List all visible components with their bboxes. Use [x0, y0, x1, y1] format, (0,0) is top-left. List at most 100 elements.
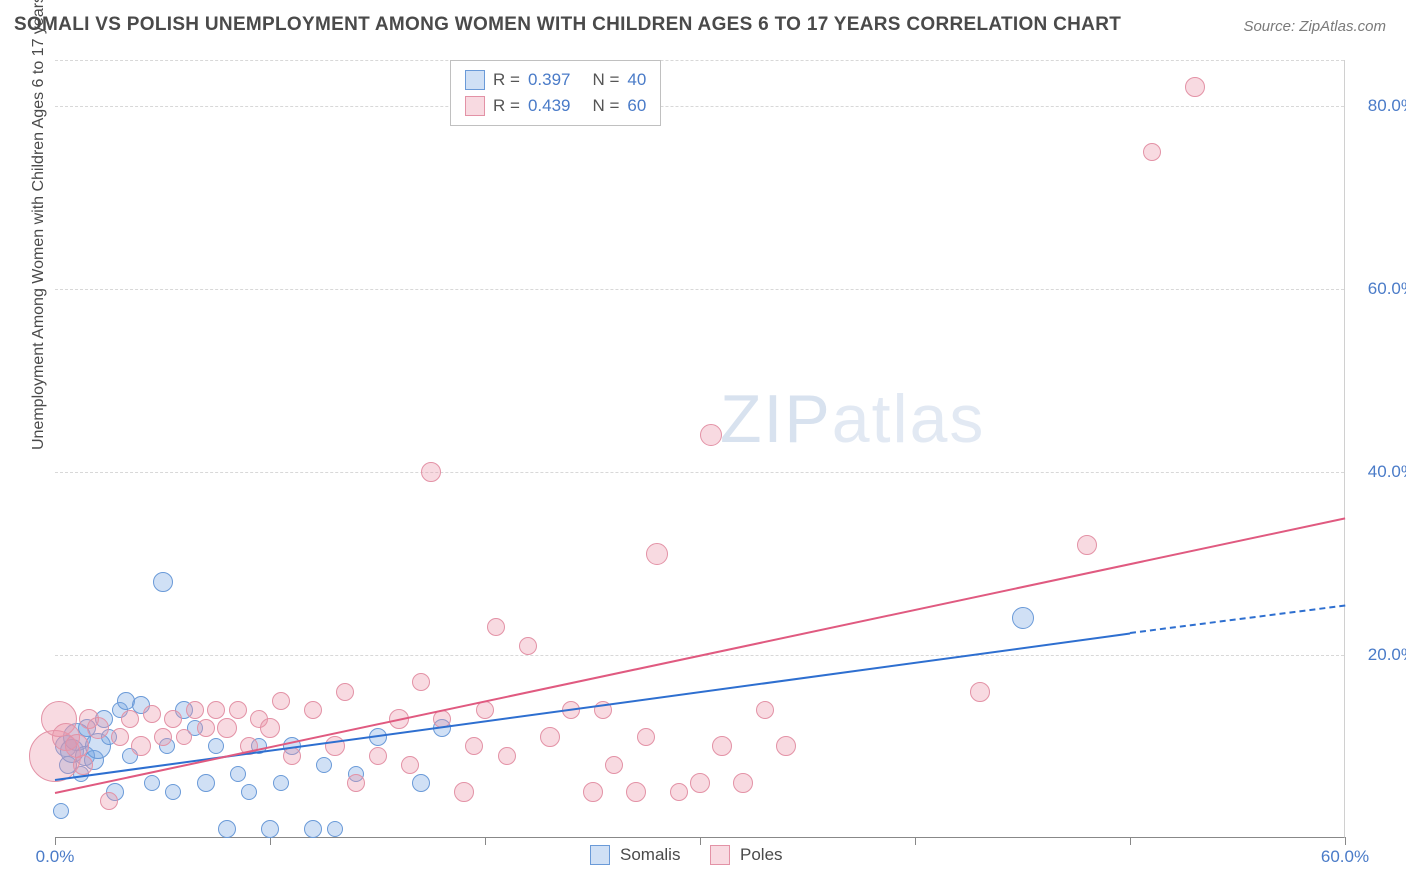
legend-series: Poles: [710, 845, 783, 865]
watermark-light: atlas: [832, 381, 986, 457]
legend-r-value: 0.397: [528, 70, 571, 90]
watermark: ZIPatlas: [720, 380, 985, 458]
data-point: [217, 718, 237, 738]
data-point: [218, 820, 236, 838]
legend-r-label: R =: [493, 96, 520, 116]
legend-n-value: 60: [627, 96, 646, 116]
xtick-label: 0.0%: [36, 847, 75, 867]
data-point: [121, 710, 139, 728]
source-label: Source: ZipAtlas.com: [1243, 18, 1386, 35]
xtick: [700, 837, 701, 845]
ytick-label: 20.0%: [1368, 645, 1406, 665]
data-point: [327, 821, 343, 837]
data-point: [304, 820, 322, 838]
data-point: [626, 782, 646, 802]
legend-swatch: [710, 845, 730, 865]
data-point: [272, 692, 290, 710]
data-point: [1185, 77, 1205, 97]
legend-swatch: [465, 96, 485, 116]
data-point: [260, 718, 280, 738]
data-point: [207, 701, 225, 719]
legend-series-label: Poles: [740, 845, 783, 865]
xtick: [1130, 837, 1131, 845]
legend-r-label: R =: [493, 70, 520, 90]
data-point: [229, 701, 247, 719]
data-point: [1143, 143, 1161, 161]
legend-row: R = 0.397 N = 40: [465, 67, 646, 93]
data-point: [369, 747, 387, 765]
data-point: [670, 783, 688, 801]
trend-line: [55, 518, 1345, 795]
chart-container: SOMALI VS POLISH UNEMPLOYMENT AMONG WOME…: [0, 0, 1406, 892]
data-point: [498, 747, 516, 765]
data-point: [261, 820, 279, 838]
data-point: [412, 673, 430, 691]
data-point: [646, 543, 668, 565]
xtick: [1345, 837, 1346, 845]
ytick-label: 60.0%: [1368, 279, 1406, 299]
legend-correlation-box: R = 0.397 N = 40 R = 0.439 N = 60: [450, 60, 661, 126]
legend-series: Somalis: [590, 845, 680, 865]
data-point: [73, 755, 93, 775]
xtick: [55, 837, 56, 845]
watermark-bold: ZIP: [720, 381, 832, 457]
data-point: [164, 710, 182, 728]
xtick: [915, 837, 916, 845]
data-point: [605, 756, 623, 774]
data-point: [412, 774, 430, 792]
data-point: [153, 572, 173, 592]
data-point: [100, 792, 118, 810]
data-point: [143, 705, 161, 723]
data-point: [347, 774, 365, 792]
gridline-h: [55, 472, 1344, 473]
y-axis-label: Unemployment Among Women with Children A…: [30, 0, 48, 450]
data-point: [336, 683, 354, 701]
legend-row: R = 0.439 N = 60: [465, 93, 646, 119]
gridline-h: [55, 106, 1344, 107]
data-point: [465, 737, 483, 755]
data-point: [401, 756, 419, 774]
data-point: [304, 701, 322, 719]
data-point: [186, 701, 204, 719]
data-point: [154, 728, 172, 746]
data-point: [241, 784, 257, 800]
data-point: [1012, 607, 1034, 629]
data-point: [197, 774, 215, 792]
chart-title: SOMALI VS POLISH UNEMPLOYMENT AMONG WOME…: [14, 14, 1121, 36]
data-point: [87, 717, 109, 739]
data-point: [273, 775, 289, 791]
ytick-label: 80.0%: [1368, 96, 1406, 116]
gridline-h: [55, 60, 1344, 61]
data-point: [421, 462, 441, 482]
ytick-label: 40.0%: [1368, 462, 1406, 482]
data-point: [776, 736, 796, 756]
data-point: [230, 766, 246, 782]
xtick: [270, 837, 271, 845]
data-point: [208, 738, 224, 754]
data-point: [970, 682, 990, 702]
legend-n-label: N =: [592, 70, 619, 90]
data-point: [111, 728, 129, 746]
data-point: [197, 719, 215, 737]
data-point: [690, 773, 710, 793]
data-point: [733, 773, 753, 793]
data-point: [165, 784, 181, 800]
data-point: [144, 775, 160, 791]
trend-line: [1130, 605, 1345, 634]
legend-n-value: 40: [627, 70, 646, 90]
data-point: [756, 701, 774, 719]
data-point: [487, 618, 505, 636]
data-point: [637, 728, 655, 746]
plot-area: ZIPatlas 20.0%40.0%60.0%80.0%0.0%60.0%: [55, 60, 1345, 838]
data-point: [1077, 535, 1097, 555]
data-point: [712, 736, 732, 756]
legend-n-label: N =: [592, 96, 619, 116]
data-point: [176, 729, 192, 745]
data-point: [700, 424, 722, 446]
legend-r-value: 0.439: [528, 96, 571, 116]
data-point: [53, 803, 69, 819]
legend-swatch: [465, 70, 485, 90]
data-point: [131, 736, 151, 756]
data-point: [316, 757, 332, 773]
xtick: [485, 837, 486, 845]
